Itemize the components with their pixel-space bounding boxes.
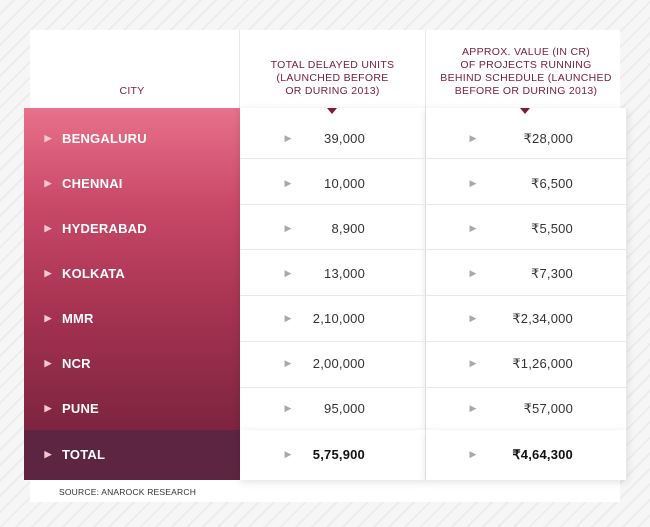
table-row-total-units: ▶ 5,75,900 xyxy=(240,432,425,477)
triangle-right-icon: ▶ xyxy=(284,449,292,459)
triangle-right-icon: ▶ xyxy=(44,403,52,413)
triangle-right-icon: ▶ xyxy=(44,223,52,233)
triangle-right-icon: ▶ xyxy=(284,313,292,323)
city-name: HYDERABAD xyxy=(62,221,147,236)
table-row-city: ▶ NCR xyxy=(24,341,240,386)
table-row-total-city: ▶ TOTAL xyxy=(24,432,240,477)
units-panel xyxy=(240,108,426,430)
triangle-right-icon: ▶ xyxy=(44,268,52,278)
units-value: 95,000 xyxy=(324,401,365,416)
header-value-label: APPROX. VALUE (IN CR) OF PROJECTS RUNNIN… xyxy=(440,46,612,97)
table-row-city: ▶ KOLKATA xyxy=(24,251,240,296)
triangle-right-icon: ▶ xyxy=(44,313,52,323)
table-row-value: ▶ ₹6,500 xyxy=(426,161,626,206)
table-row-city: ▶ BENGALURU xyxy=(24,116,240,161)
triangle-right-icon: ▶ xyxy=(44,133,52,143)
table-row-units: ▶ 95,000 xyxy=(240,386,425,431)
header-city: CITY xyxy=(24,30,240,108)
triangle-right-icon: ▶ xyxy=(284,133,292,143)
total-city-cell xyxy=(24,430,240,480)
total-units-value: 5,75,900 xyxy=(312,447,365,462)
table-row-units: ▶ 10,000 xyxy=(240,161,425,206)
row-divider xyxy=(240,341,626,342)
table-row-value: ▶ ₹28,000 xyxy=(426,116,626,161)
table-row-city: ▶ CHENNAI xyxy=(24,161,240,206)
city-name: KOLKATA xyxy=(62,266,126,281)
header-units-label: TOTAL DELAYED UNITS (LAUNCHED BEFORE OR … xyxy=(270,59,395,97)
project-value: ₹7,300 xyxy=(530,265,573,281)
table-row-units: ▶ 8,900 xyxy=(240,206,425,251)
units-value: 8,900 xyxy=(331,221,365,236)
triangle-right-icon: ▶ xyxy=(469,268,477,278)
triangle-right-icon: ▶ xyxy=(284,223,292,233)
table-row-value: ▶ ₹1,26,000 xyxy=(426,341,626,386)
project-value: ₹57,000 xyxy=(523,400,573,416)
triangle-down-icon xyxy=(327,108,337,114)
header-value: APPROX. VALUE (IN CR) OF PROJECTS RUNNIN… xyxy=(426,30,626,108)
table-row-value: ▶ ₹5,500 xyxy=(426,206,626,251)
project-value: ₹5,500 xyxy=(530,220,573,236)
city-column xyxy=(24,108,240,430)
triangle-right-icon: ▶ xyxy=(284,358,292,368)
triangle-right-icon: ▶ xyxy=(469,133,477,143)
triangle-right-icon: ▶ xyxy=(284,403,292,413)
city-name: MMR xyxy=(62,311,94,326)
city-name: CHENNAI xyxy=(62,176,123,191)
total-label: TOTAL xyxy=(62,447,106,462)
triangle-right-icon: ▶ xyxy=(469,358,477,368)
project-value: ₹6,500 xyxy=(530,175,573,191)
units-value: 10,000 xyxy=(324,176,365,191)
triangle-right-icon: ▶ xyxy=(44,178,52,188)
triangle-right-icon: ▶ xyxy=(284,268,292,278)
header-units: TOTAL DELAYED UNITS (LAUNCHED BEFORE OR … xyxy=(240,30,425,108)
header-divider xyxy=(239,30,240,108)
row-divider xyxy=(240,249,626,250)
city-name: PUNE xyxy=(62,401,99,416)
table-row-total-value: ▶ ₹4,64,300 xyxy=(426,432,626,477)
project-value: ₹1,26,000 xyxy=(512,355,573,371)
value-total-panel xyxy=(426,430,627,480)
project-value: ₹2,34,000 xyxy=(512,310,573,326)
table-row-units: ▶ 13,000 xyxy=(240,251,425,296)
units-value: 39,000 xyxy=(324,131,365,146)
triangle-right-icon: ▶ xyxy=(469,403,477,413)
triangle-right-icon: ▶ xyxy=(44,358,52,368)
table-row-value: ▶ ₹7,300 xyxy=(426,251,626,296)
source-note: SOURCE: ANAROCK RESEARCH xyxy=(59,487,197,497)
triangle-right-icon: ▶ xyxy=(469,178,477,188)
header-divider xyxy=(425,30,426,108)
total-project-value: ₹4,64,300 xyxy=(512,446,573,462)
row-divider xyxy=(240,204,626,205)
triangle-right-icon: ▶ xyxy=(469,313,477,323)
table-row-units: ▶ 39,000 xyxy=(240,116,425,161)
table-row-value: ▶ ₹2,34,000 xyxy=(426,296,626,341)
table-row-city: ▶ MMR xyxy=(24,296,240,341)
triangle-right-icon: ▶ xyxy=(469,223,477,233)
units-value: 2,00,000 xyxy=(312,356,365,371)
triangle-right-icon: ▶ xyxy=(284,178,292,188)
triangle-right-icon: ▶ xyxy=(469,449,477,459)
units-total-panel xyxy=(240,430,426,480)
row-divider xyxy=(240,295,626,296)
city-name: NCR xyxy=(62,356,91,371)
row-divider xyxy=(240,387,626,388)
header-city-label: CITY xyxy=(119,85,145,97)
table-row-units: ▶ 2,00,000 xyxy=(240,341,425,386)
city-name: BENGALURU xyxy=(62,131,147,146)
value-panel xyxy=(426,108,627,430)
triangle-down-icon xyxy=(520,108,530,114)
table-row-city: ▶ PUNE xyxy=(24,386,240,431)
row-divider xyxy=(240,158,626,159)
table-row-units: ▶ 2,10,000 xyxy=(240,296,425,341)
triangle-up-icon xyxy=(125,101,139,108)
table-row-value: ▶ ₹57,000 xyxy=(426,386,626,431)
table-row-city: ▶ HYDERABAD xyxy=(24,206,240,251)
triangle-right-icon: ▶ xyxy=(44,449,52,459)
project-value: ₹28,000 xyxy=(523,130,573,146)
units-value: 2,10,000 xyxy=(312,311,365,326)
units-value: 13,000 xyxy=(324,266,365,281)
